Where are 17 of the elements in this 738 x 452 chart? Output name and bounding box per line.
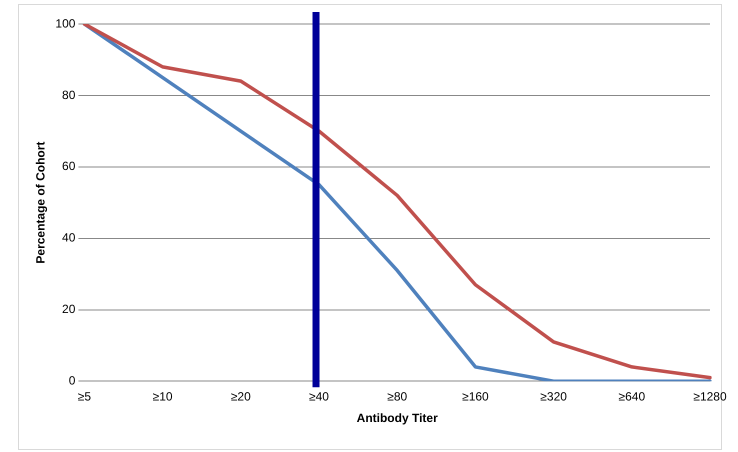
- x-tick-label: ≥320: [540, 390, 568, 404]
- x-tick-label: ≥1280: [693, 390, 727, 404]
- x-tick-label: ≥20: [230, 390, 252, 404]
- x-axis-title: Antibody Titer: [356, 411, 438, 426]
- y-tick-label: 0: [68, 374, 76, 388]
- x-tick-label: ≥80: [387, 390, 408, 404]
- y-tick-label: 20: [62, 302, 76, 316]
- x-tick-label: ≥40: [309, 390, 330, 404]
- x-tick-label: ≥160: [462, 390, 490, 404]
- x-tick-label: ≥10: [152, 390, 173, 404]
- x-tick-label: ≥5: [78, 390, 92, 404]
- x-tick-label: ≥640: [618, 390, 646, 404]
- y-axis-title: Percentage of Cohort: [34, 142, 48, 264]
- y-tick-label: 80: [62, 88, 76, 102]
- y-tick-label: 40: [62, 230, 76, 245]
- y-tick-label: 100: [55, 16, 76, 30]
- y-tick-label: 60: [62, 159, 76, 174]
